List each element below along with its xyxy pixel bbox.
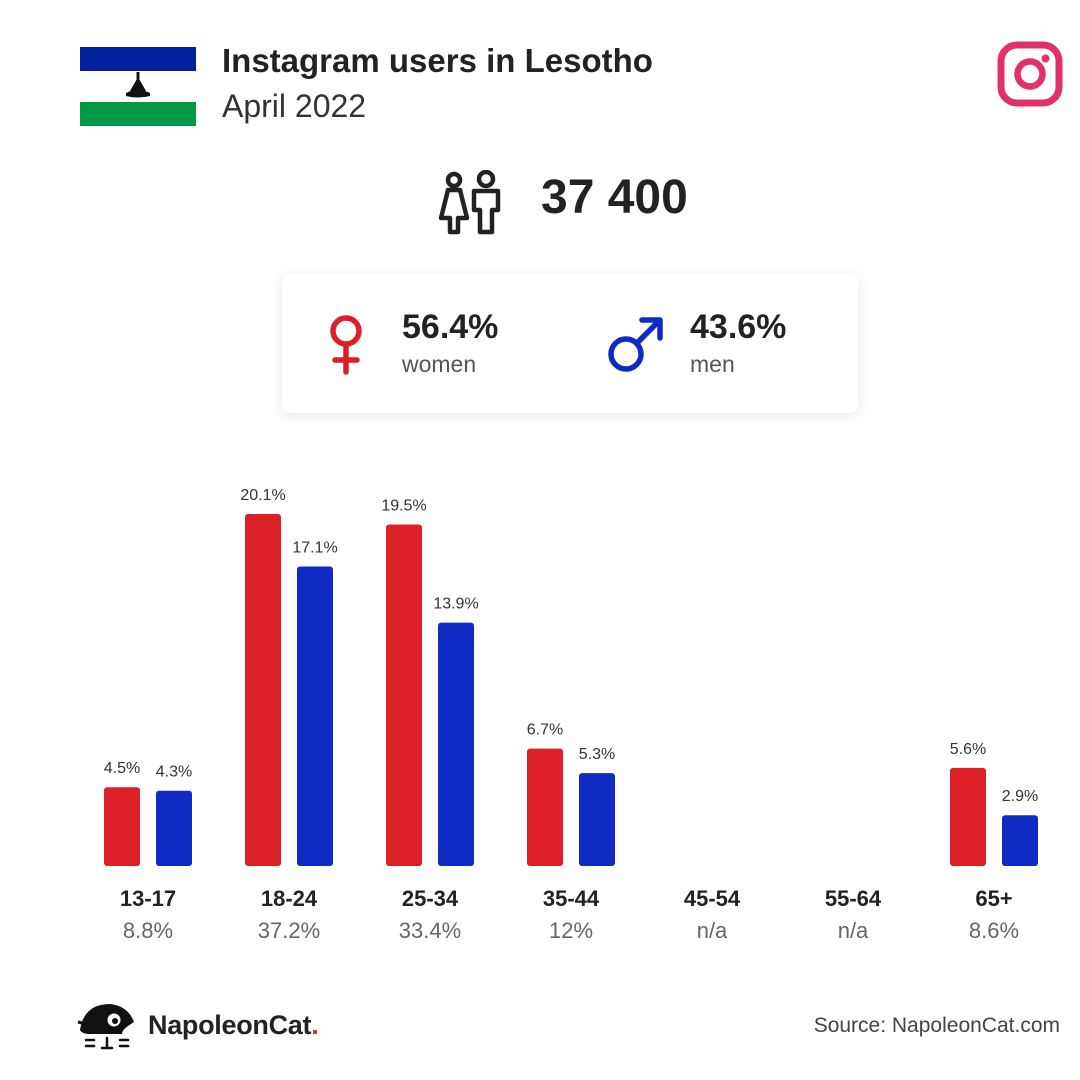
bar-13-17-0 (104, 787, 140, 866)
bar-data-label: 19.5% (381, 498, 426, 515)
chart-subtitle: April 2022 (222, 88, 367, 124)
age-gender-bar-chart: 4.5% 4.3% 13-17 8.8% 20.1% 17.1% 18-24 37.2% 19.… (104, 487, 1038, 943)
instagram-icon (997, 41, 1063, 107)
category-label: 65+ (975, 886, 1012, 911)
men-label: men (690, 351, 735, 377)
brand-dot: . (311, 1010, 319, 1040)
lesotho-flag-icon (80, 47, 196, 126)
category-label: 18-24 (261, 886, 318, 911)
female-symbol-icon (330, 315, 362, 375)
bar-data-label: 13.9% (433, 596, 478, 613)
bar-13-17-1 (156, 790, 192, 866)
people-icon (438, 170, 501, 235)
category-total: 33.4% (399, 918, 461, 943)
category-total: 37.2% (258, 918, 320, 943)
bar-data-label: 2.9% (1002, 788, 1038, 805)
male-symbol-icon (608, 317, 663, 372)
bar-25-34-0 (386, 524, 422, 866)
bar-35-44-0 (527, 748, 563, 866)
napoleoncat-logo-icon (77, 1004, 134, 1050)
chart-title: Instagram users in Lesotho (222, 42, 653, 79)
bar-data-label: 4.5% (104, 760, 140, 777)
bar-18-24-1 (297, 566, 333, 866)
category-total: 8.6% (969, 918, 1019, 943)
bar-18-24-0 (245, 514, 281, 866)
total-users-value: 37 400 (541, 171, 688, 224)
bar-65+-0 (950, 767, 986, 866)
bar-data-label: 20.1% (240, 487, 285, 504)
bar-data-label: 5.6% (950, 741, 986, 758)
bar-25-34-1 (438, 622, 474, 866)
women-label: women (402, 351, 477, 377)
category-total: 12% (549, 918, 593, 943)
bar-data-label: 6.7% (527, 722, 563, 739)
bar-65+-1 (1002, 815, 1038, 866)
category-total: n/a (838, 918, 869, 943)
men-percentage: 43.6% (690, 308, 787, 346)
bar-35-44-1 (579, 773, 615, 866)
bar-data-label: 17.1% (292, 540, 337, 557)
category-label: 25-34 (402, 886, 459, 911)
gender-split-card: 56.4% women 43.6% men (282, 274, 858, 413)
category-label: 55-64 (825, 886, 882, 911)
bar-data-label: 4.3% (156, 764, 192, 781)
brand-name: NapoleonCat. (148, 1010, 319, 1041)
category-label: 45-54 (684, 886, 741, 911)
category-label: 35-44 (543, 886, 600, 911)
source-text: Source: NapoleonCat.com (813, 1014, 1060, 1037)
category-total: 8.8% (123, 918, 173, 943)
brand-name-text: NapoleonCat (148, 1010, 312, 1040)
category-total: n/a (697, 918, 728, 943)
bar-data-label: 5.3% (579, 746, 615, 763)
women-percentage: 56.4% (402, 308, 499, 346)
category-label: 13-17 (120, 886, 176, 911)
